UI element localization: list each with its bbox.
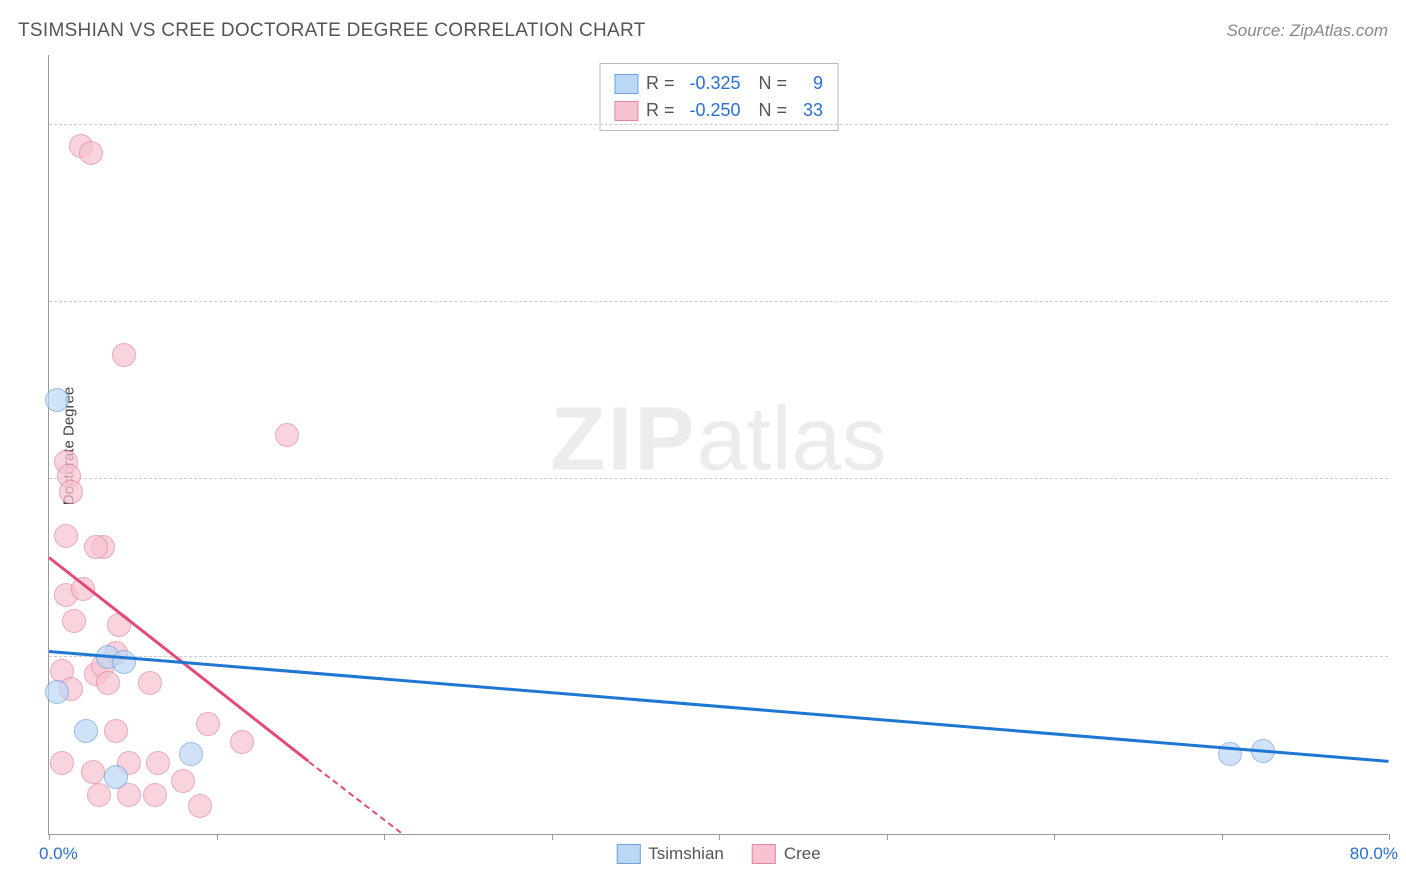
x-tick <box>1222 834 1223 840</box>
legend-stats: R = -0.325 N = 9 R = -0.250 N = 33 <box>599 63 838 131</box>
r-label: R = <box>646 70 675 97</box>
legend-label: Tsimshian <box>648 844 724 864</box>
y-tick-label: 3.0% <box>1396 292 1406 312</box>
scatter-point-cree <box>146 751 170 775</box>
legend-swatch <box>614 74 638 94</box>
trend-line <box>308 761 401 833</box>
plot-region: ZIPatlas R =-0.325N =9R =-0.250N =33 0.0… <box>48 55 1388 835</box>
scatter-point-cree <box>62 609 86 633</box>
legend-item: Tsimshian <box>616 844 724 864</box>
legend-stat-row: R = -0.250 N = 33 <box>614 97 823 124</box>
r-label: R = <box>646 97 675 124</box>
scatter-point-cree <box>112 343 136 367</box>
legend-stat-row: R = -0.325 N = 9 <box>614 70 823 97</box>
legend-swatch <box>752 844 776 864</box>
n-label: N = <box>759 70 788 97</box>
gridline <box>49 124 1388 125</box>
scatter-point-tsimshian <box>104 765 128 789</box>
source-label: Source: ZipAtlas.com <box>1226 21 1388 41</box>
scatter-point-cree <box>230 730 254 754</box>
scatter-point-cree <box>104 719 128 743</box>
x-tick <box>49 834 50 840</box>
r-value: -0.325 <box>683 70 741 97</box>
scatter-point-cree <box>79 141 103 165</box>
x-tick <box>719 834 720 840</box>
scatter-point-cree <box>138 671 162 695</box>
n-label: N = <box>759 97 788 124</box>
gridline <box>49 656 1388 657</box>
x-tick <box>384 834 385 840</box>
x-tick <box>1054 834 1055 840</box>
n-value: 9 <box>795 70 823 97</box>
chart-title: TSIMSHIAN VS CREE DOCTORATE DEGREE CORRE… <box>18 20 646 42</box>
x-tick <box>887 834 888 840</box>
scatter-point-cree <box>50 751 74 775</box>
scatter-point-tsimshian <box>112 650 136 674</box>
scatter-point-cree <box>196 712 220 736</box>
legend-series: Tsimshian Cree <box>616 844 820 864</box>
chart-area: ZIPatlas R =-0.325N =9R =-0.250N =33 0.0… <box>48 55 1388 835</box>
legend-item: Cree <box>752 844 821 864</box>
x-max-label: 80.0% <box>1350 844 1398 864</box>
scatter-point-tsimshian <box>179 742 203 766</box>
scatter-point-tsimshian <box>45 388 69 412</box>
scatter-point-cree <box>275 423 299 447</box>
scatter-point-cree <box>81 760 105 784</box>
x-tick <box>1389 834 1390 840</box>
r-value: -0.250 <box>683 97 741 124</box>
x-tick <box>552 834 553 840</box>
watermark-bold: ZIP <box>550 389 696 489</box>
watermark: ZIPatlas <box>550 388 886 491</box>
scatter-point-tsimshian <box>74 719 98 743</box>
scatter-point-cree <box>96 671 120 695</box>
legend-swatch <box>614 101 638 121</box>
y-tick-label: 2.0% <box>1396 469 1406 489</box>
x-min-label: 0.0% <box>39 844 78 864</box>
watermark-rest: atlas <box>696 389 886 489</box>
x-tick <box>217 834 218 840</box>
legend-label: Cree <box>784 844 821 864</box>
scatter-point-cree <box>143 783 167 807</box>
scatter-point-tsimshian <box>45 680 69 704</box>
scatter-point-cree <box>188 794 212 818</box>
n-value: 33 <box>795 97 823 124</box>
scatter-point-cree <box>54 524 78 548</box>
scatter-point-cree <box>171 769 195 793</box>
scatter-point-cree <box>59 480 83 504</box>
y-tick-label: 1.0% <box>1396 647 1406 667</box>
y-tick-label: 4.0% <box>1396 115 1406 135</box>
legend-swatch <box>616 844 640 864</box>
scatter-point-cree <box>84 535 108 559</box>
header: TSIMSHIAN VS CREE DOCTORATE DEGREE CORRE… <box>18 20 1388 42</box>
gridline <box>49 301 1388 302</box>
gridline <box>49 478 1388 479</box>
